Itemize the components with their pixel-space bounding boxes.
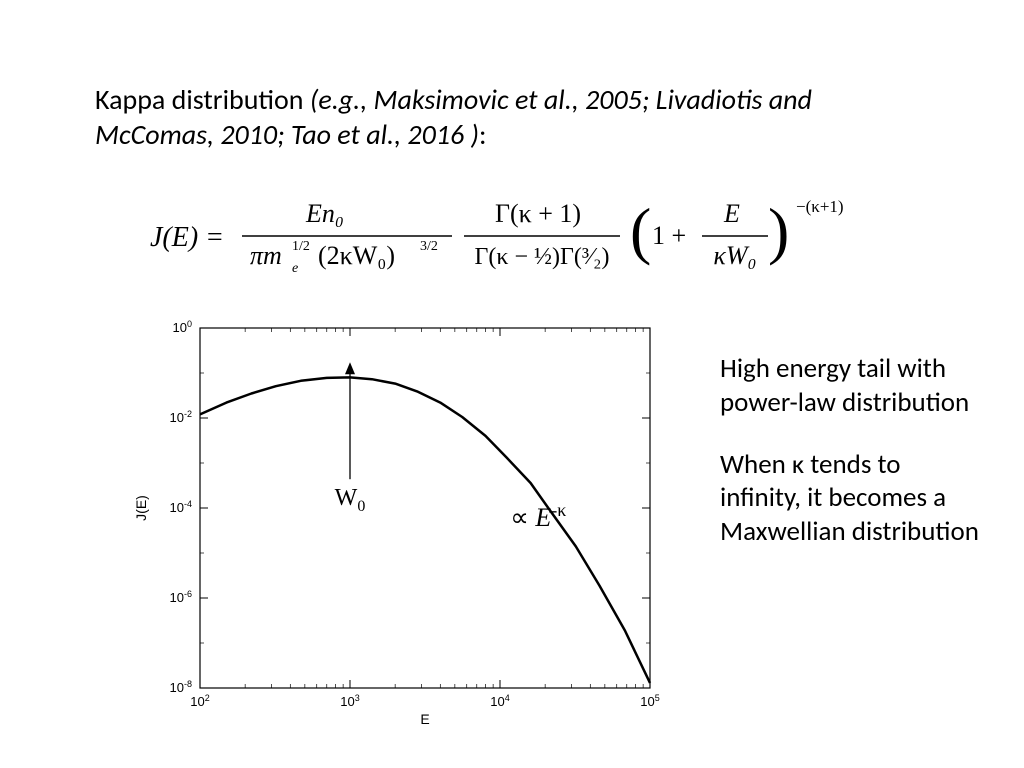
y-axis-title: J(E) [133, 495, 149, 521]
eq-frac1-den-b-sup: 3/2 [420, 239, 438, 254]
eq-frac2: Γ(κ + 1) Γ(κ − ½)Γ(³⁄₂) [464, 199, 620, 270]
eq-frac3-num: E [723, 199, 740, 228]
eq-frac2-den: Γ(κ − ½)Γ(³⁄₂) [475, 244, 610, 270]
eq-frac1-den-sup: 1/2 [292, 239, 310, 254]
eq-frac1-den-a: πm [250, 241, 282, 270]
eq-frac2-num: Γ(κ + 1) [495, 199, 581, 228]
x-tick-label: 105 [640, 693, 659, 709]
eq-frac1: En₀ πm e 1/2 (2κW₀) 3/2 [242, 199, 452, 276]
equation: J(E) = En₀ πm e 1/2 (2κW₀) 3/2 Γ(κ + 1) … [150, 188, 910, 295]
heading-colon: : [479, 117, 487, 152]
x-axis-title: E [420, 711, 429, 727]
kappa-chart: 102 103 104 105 10-8 10-6 10-4 10-2 100 E J(E) W0 ∝ … [130, 320, 670, 730]
w0-label: W0 [335, 485, 366, 515]
y-tick-label: 10-2 [170, 409, 192, 425]
chart-series [200, 377, 650, 683]
y-tick-label: 100 [173, 320, 192, 335]
side-text: High energy tail with power-law distribu… [720, 352, 980, 577]
x-tick-label: 102 [190, 693, 209, 709]
eq-paren-a: 1 + [652, 221, 686, 250]
y-tick-label: 10-8 [170, 679, 192, 695]
eq-frac1-den-sub: e [292, 261, 298, 276]
eq-lhs: J(E) = [150, 222, 224, 253]
eq-frac3-den: κW₀ [713, 241, 756, 270]
w0-arrowhead [345, 362, 355, 374]
y-tick-label: 10-6 [170, 589, 192, 605]
powerlaw-label: ∝ E-κ [510, 500, 566, 532]
side-para-2: When κ tends to infinity, it becomes a M… [720, 448, 980, 549]
x-tick-label: 103 [340, 693, 359, 709]
eq-frac1-num: En₀ [305, 199, 344, 228]
page: Kappa distribution (e.g., Maksimovic et … [0, 0, 1024, 768]
chart-frame [200, 328, 650, 688]
heading-title: Kappa distribution [95, 82, 304, 117]
svg-text:): ) [768, 195, 789, 266]
y-tick-label: 10-4 [170, 499, 192, 515]
svg-text:(: ( [630, 195, 651, 266]
heading: Kappa distribution (e.g., Maksimovic et … [95, 82, 895, 152]
eq-paren: ( 1 + E κW₀ ) −(κ+1) [630, 195, 844, 270]
x-tick-label: 104 [490, 693, 509, 709]
eq-frac1-den-b: (2κW₀) [318, 241, 395, 270]
eq-exp: −(κ+1) [796, 197, 844, 216]
side-para-1: High energy tail with power-law distribu… [720, 352, 980, 420]
